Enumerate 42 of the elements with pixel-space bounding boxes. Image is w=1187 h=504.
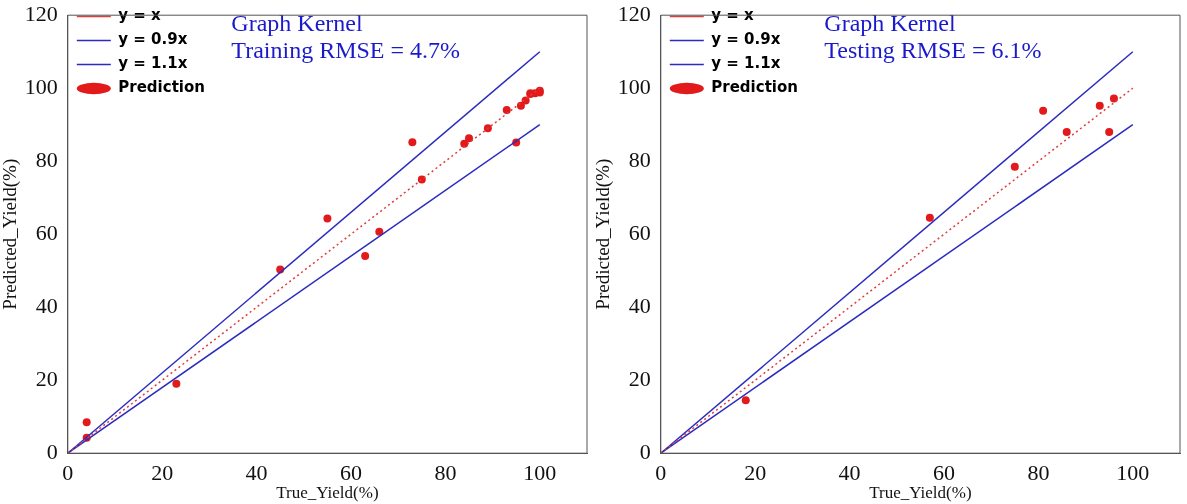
annotation: Graph Kernel bbox=[231, 10, 363, 37]
x-tick-label: 20 bbox=[151, 460, 174, 486]
x-tick-label: 0 bbox=[655, 460, 667, 486]
x-tick-label: 60 bbox=[933, 460, 955, 486]
legend-label: y = x bbox=[118, 6, 162, 25]
legend-label: Prediction bbox=[118, 78, 205, 97]
y-tick-label: 80 bbox=[628, 146, 651, 172]
x-axis-title: True_Yield(%) bbox=[276, 483, 379, 503]
y-tick-label: 60 bbox=[35, 219, 58, 245]
x-axis-title: True_Yield(%) bbox=[869, 483, 972, 503]
y-tick-label: 20 bbox=[628, 365, 651, 391]
y-tick-label: 120 bbox=[24, 0, 58, 26]
x-tick-label: 60 bbox=[340, 460, 362, 486]
y-tick-label: 80 bbox=[35, 146, 58, 172]
x-tick-label: 40 bbox=[838, 460, 861, 486]
y-tick-label: 60 bbox=[628, 219, 651, 245]
x-tick-label: 80 bbox=[434, 460, 457, 486]
legend-label: y = 0.9x bbox=[118, 30, 188, 49]
y-axis-title: Predicted_Yield(%) bbox=[0, 158, 22, 310]
y-tick-label: 40 bbox=[35, 292, 58, 318]
annotation: Training RMSE = 4.7% bbox=[231, 37, 461, 64]
y-tick-label: 100 bbox=[617, 73, 651, 99]
annotation: Graph Kernel bbox=[824, 10, 956, 37]
y-tick-label: 0 bbox=[46, 438, 58, 464]
legend-label: Prediction bbox=[711, 78, 798, 97]
y-tick-label: 40 bbox=[628, 292, 651, 318]
x-tick-label: 80 bbox=[1027, 460, 1050, 486]
y-axis-title: Predicted_Yield(%) bbox=[592, 158, 615, 310]
x-tick-label: 0 bbox=[62, 460, 74, 486]
legend-label: y = x bbox=[711, 6, 755, 25]
legend-label: y = 0.9x bbox=[711, 30, 781, 49]
y-tick-label: 120 bbox=[617, 0, 651, 26]
x-tick-label: 100 bbox=[1116, 460, 1150, 486]
y-tick-label: 100 bbox=[24, 73, 58, 99]
x-tick-label: 40 bbox=[245, 460, 268, 486]
y-tick-label: 0 bbox=[639, 438, 651, 464]
x-tick-label: 20 bbox=[744, 460, 767, 486]
legend-label: y = 1.1x bbox=[711, 54, 781, 73]
y-tick-label: 20 bbox=[35, 365, 58, 391]
x-tick-label: 100 bbox=[523, 460, 557, 486]
annotation: Testing RMSE = 6.1% bbox=[824, 37, 1042, 64]
legend-label: y = 1.1x bbox=[118, 54, 188, 73]
